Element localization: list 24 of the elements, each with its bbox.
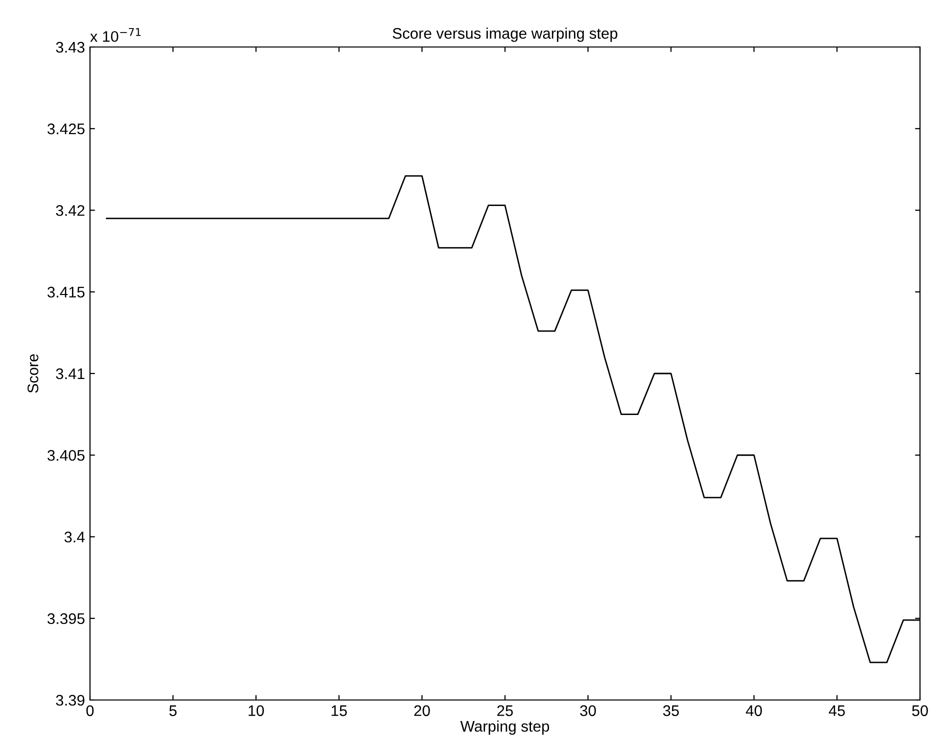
y-tick-label: 3.405 xyxy=(47,450,84,461)
chart-title: Score versus image warping step xyxy=(392,28,618,42)
x-tick-label: 50 xyxy=(912,705,928,716)
x-tick-label: 20 xyxy=(414,705,430,716)
y-tick-label: 3.42 xyxy=(56,205,84,216)
y-tick-label: 3.41 xyxy=(56,368,84,380)
x-tick-label: 30 xyxy=(580,705,596,716)
x-tick-label: 45 xyxy=(828,705,845,716)
x-tick-label: 35 xyxy=(663,705,679,716)
text: x 10$^{−71}$ xyxy=(90,28,141,42)
x-tick-label: 0 xyxy=(86,705,94,716)
y-tick-label: 3.425 xyxy=(47,123,84,134)
x-tick-label: 10 xyxy=(248,705,264,716)
y-tick-label: 3.395 xyxy=(47,613,84,624)
y-tick-label: 3.4 xyxy=(64,532,85,542)
y-tick-label: 3.43 xyxy=(56,42,84,53)
y-axis-title: Score xyxy=(28,354,38,393)
x-tick-label: 40 xyxy=(746,705,762,716)
x-tick-label: 15 xyxy=(332,705,347,716)
y-tick-label: 3.39 xyxy=(56,694,84,706)
x-tick-label: 5 xyxy=(169,705,177,716)
x-tick-label: 25 xyxy=(497,705,513,716)
x-axis-title: Warping step xyxy=(460,720,550,735)
y-tick-label: 3.415 xyxy=(47,286,84,298)
